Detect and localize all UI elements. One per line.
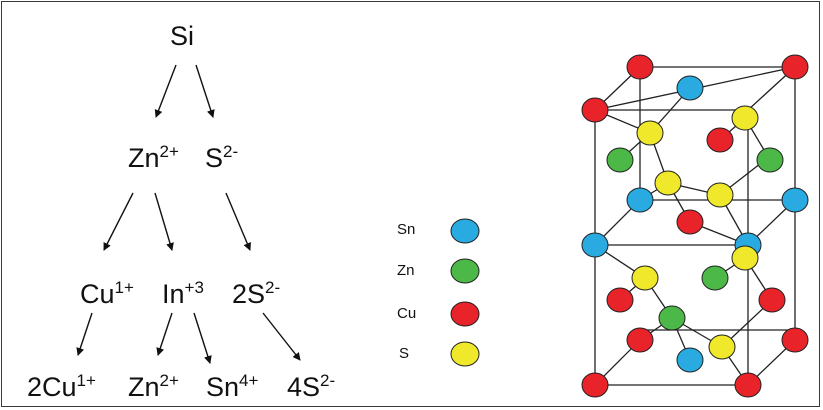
s-atom <box>708 334 736 360</box>
arrow-si-s <box>195 64 215 118</box>
s-atom <box>631 265 659 291</box>
arrow-cu-2cu <box>76 312 93 356</box>
2s2-label: 2S2- <box>232 278 280 309</box>
legend-s-swatch <box>450 341 480 367</box>
zn2-label: Zn2+ <box>128 142 179 173</box>
legend-cu-label: Cu <box>397 305 416 322</box>
cu-atom <box>626 327 654 353</box>
2cu1-label: 2Cu1+ <box>27 371 96 402</box>
sn-atom <box>626 187 654 213</box>
zn-atom <box>658 305 686 331</box>
legend-zn-swatch <box>450 258 480 284</box>
zn-atom <box>701 265 729 291</box>
arrow-zn-in <box>154 192 174 251</box>
cu-atom <box>676 209 704 235</box>
s-atom <box>654 170 682 196</box>
legend-sn-swatch <box>450 218 480 244</box>
legend-s-label: S <box>399 345 409 362</box>
in3-label: In+3 <box>162 278 204 309</box>
zn-atom <box>606 147 634 173</box>
arrow-2s-4s <box>262 312 301 361</box>
arrow-in-sn <box>193 312 212 364</box>
s-atom <box>731 105 759 131</box>
cu-atom <box>606 287 634 313</box>
zn-atom <box>756 147 784 173</box>
arrow-si-zn <box>154 64 177 118</box>
cu-atom <box>581 372 609 398</box>
legend-cu-swatch <box>450 301 480 327</box>
s2-label: S2- <box>205 142 238 173</box>
sn-atom <box>676 75 704 101</box>
cu-atom <box>781 54 809 80</box>
cu1-label: Cu1+ <box>80 278 134 309</box>
cu-atom <box>781 327 809 353</box>
arrow-zn-cu <box>103 192 134 251</box>
cu-atom <box>626 54 654 80</box>
sn-atom <box>676 347 704 373</box>
cu-atom <box>581 97 609 123</box>
cu-atom <box>734 372 762 398</box>
4s2-label: 4S2- <box>287 371 335 402</box>
legend-sn-label: Sn <box>397 221 415 238</box>
zn2-final-label: Zn2+ <box>128 371 179 402</box>
cu-atom <box>758 287 786 313</box>
arrow-in-zn <box>156 312 173 356</box>
legend-zn-label: Zn <box>397 262 415 279</box>
s-atom <box>706 182 734 208</box>
s-atom <box>636 120 664 146</box>
legend: Sn Zn Cu S <box>397 218 480 367</box>
sn-atom <box>781 187 809 213</box>
arrow-s-2s <box>225 192 251 251</box>
s-atom <box>731 245 759 271</box>
sn-atom <box>581 232 609 258</box>
cu-atom <box>706 127 734 153</box>
sn4-label: Sn4+ <box>206 371 258 402</box>
root-si-label: Si <box>170 21 194 51</box>
